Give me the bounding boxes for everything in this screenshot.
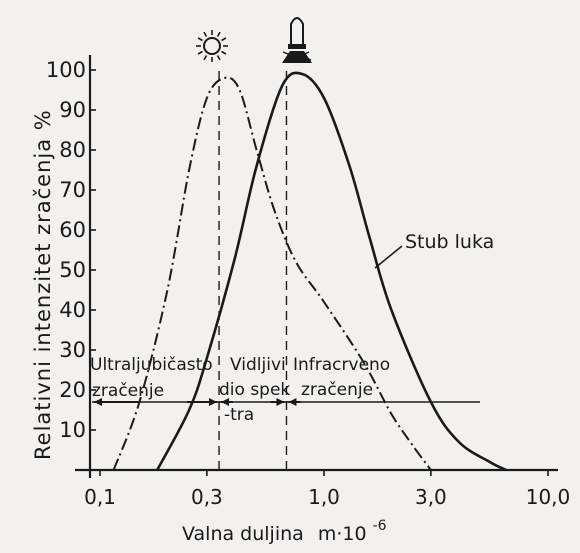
lamp-icon [282, 17, 312, 63]
x-tick-label: 1,0 [308, 485, 340, 509]
region-label-visible: dio spek [219, 380, 290, 400]
arrow-vis-left-head [221, 398, 230, 406]
x-tick-label: 0,1 [84, 485, 116, 509]
y-tick-label: 70 [59, 178, 86, 202]
arrow-vis-right-head [276, 398, 285, 406]
region-label-visible: -tra [224, 405, 254, 425]
x-tick-label: 10,0 [526, 485, 571, 509]
x-axis-label-name: Valna duljina [182, 523, 304, 545]
series-label-leader [374, 245, 403, 269]
arrow-uv-left-head [94, 398, 102, 406]
series-label-stub-luka: Stub luka [405, 231, 494, 253]
y-tick-label: 20 [59, 378, 86, 402]
region-label-infrared: zračenje [301, 380, 373, 400]
region-annotations: Ultraljubičasto zračenje Vidljivi dio spek -… [90, 355, 480, 425]
arrow-ir-left-head [288, 398, 297, 406]
arrow-uv-right-head [209, 398, 218, 406]
y-tick-label: 100 [46, 58, 86, 82]
axes [75, 55, 558, 478]
y-tick-label: 80 [59, 138, 86, 162]
sun-icon [196, 30, 228, 62]
y-tick-label: 40 [59, 298, 86, 322]
series-line-sun [112, 76, 432, 471]
region-label-visible: Vidljivi [230, 355, 286, 375]
y-tick-label: 30 [59, 338, 86, 362]
region-label-ultraviolet: Ultraljubičasto [90, 355, 213, 375]
x-axis-label-unit: m·10 [318, 523, 367, 545]
x-axis-label: Valna duljina m·10 -6 [182, 518, 387, 545]
y-tick-label: 60 [59, 218, 86, 242]
y-tick-label: 50 [59, 258, 86, 282]
tick-labels: 10 20 30 40 50 60 70 80 90 100 0,1 0,3 1,0 3,0 10,0 [46, 58, 570, 509]
region-label-infrared: Infracrveno [293, 355, 390, 375]
series-line-stub-luka [156, 71, 507, 472]
y-axis-label: Relativni intenzitet zračenja % [31, 109, 55, 460]
y-tick-label: 90 [59, 98, 86, 122]
series-group [112, 71, 507, 472]
x-tick-label: 0,3 [191, 485, 223, 509]
x-axis-label-exponent: -6 [373, 518, 387, 534]
icons [196, 17, 312, 63]
y-tick-label: 10 [59, 418, 86, 442]
x-tick-label: 3,0 [415, 485, 447, 509]
region-label-ultraviolet: zračenje [92, 381, 164, 401]
